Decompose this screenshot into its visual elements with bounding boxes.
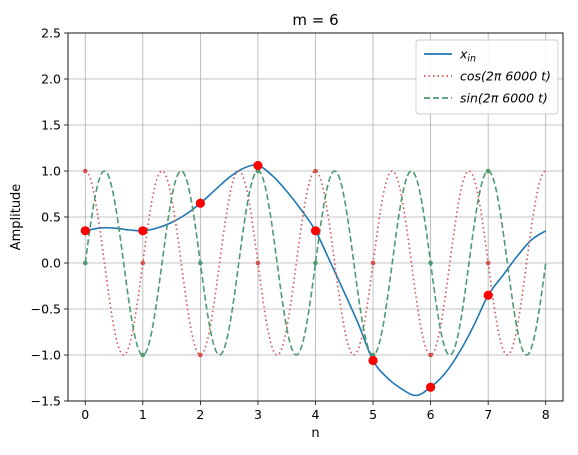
sample-point xyxy=(483,290,493,300)
sample-point xyxy=(80,226,90,236)
series-line-2 xyxy=(84,170,547,356)
y-tick-label: 1.5 xyxy=(41,118,61,133)
series-2-sample-point xyxy=(485,168,491,174)
legend-label-1: cos(2π 6000 t) xyxy=(460,69,551,84)
series-1-sample-point xyxy=(485,260,491,266)
sample-point xyxy=(195,198,205,208)
legend: xin cos(2π 6000 t) sin(2π 6000 t) xyxy=(415,39,559,115)
series-2-sample-point xyxy=(313,260,318,266)
sample-point xyxy=(138,226,148,236)
legend-label-2: sin(2π 6000 t) xyxy=(460,91,548,106)
y-tick-label: −0.5 xyxy=(31,302,61,317)
y-tick-label: 0.5 xyxy=(41,210,61,225)
series-1-sample-point xyxy=(313,168,318,174)
y-tick-label: 0.0 xyxy=(41,256,61,271)
y-axis-label: Amplitude xyxy=(9,184,24,251)
x-tick-label: 6 xyxy=(427,407,435,422)
series-2-sample-point xyxy=(428,260,433,266)
series-1-sample-point xyxy=(370,260,376,266)
series-1-sample-point xyxy=(198,352,203,358)
x-tick-label: 3 xyxy=(254,407,262,422)
legend-box xyxy=(415,39,559,115)
x-tick-label: 8 xyxy=(542,407,550,422)
x-axis-label: n xyxy=(311,426,319,441)
sample-point xyxy=(310,226,321,236)
x-tick-label: 5 xyxy=(369,407,377,422)
x-tick-label: 0 xyxy=(81,407,89,422)
sample-point xyxy=(426,382,436,392)
series-1-sample-point xyxy=(255,260,261,266)
series-2-sample-point xyxy=(198,260,203,266)
sample-point xyxy=(253,160,263,171)
y-tick-label: −1.5 xyxy=(31,394,61,409)
chart-title: m = 6 xyxy=(292,11,338,29)
x-tick-label: 1 xyxy=(139,407,147,422)
sample-point xyxy=(368,355,378,366)
legend-label-0: xin xyxy=(459,47,476,65)
x-tick-label: 4 xyxy=(312,407,320,422)
x-tick-label: 2 xyxy=(196,407,204,422)
series-1-sample-point xyxy=(82,168,88,174)
y-tick-label: 1.0 xyxy=(41,164,61,179)
y-tick-label: 2.5 xyxy=(41,26,61,41)
y-tick-label: −1.0 xyxy=(31,348,61,363)
series-1-sample-point xyxy=(140,260,146,266)
ticks: 0 1 2 3 4 5 6 7 8 −1.5 −1.0 −0.5 0.0 0.5 1.0 1.5 2.0 2.5 xyxy=(31,26,550,423)
series-2-sample-point xyxy=(140,352,146,358)
y-tick-label: 2.0 xyxy=(41,72,61,87)
x-tick-label: 7 xyxy=(484,407,492,422)
series-1-sample-point xyxy=(428,352,433,358)
series-2-sample-point xyxy=(82,260,88,266)
sample-markers xyxy=(80,160,493,392)
